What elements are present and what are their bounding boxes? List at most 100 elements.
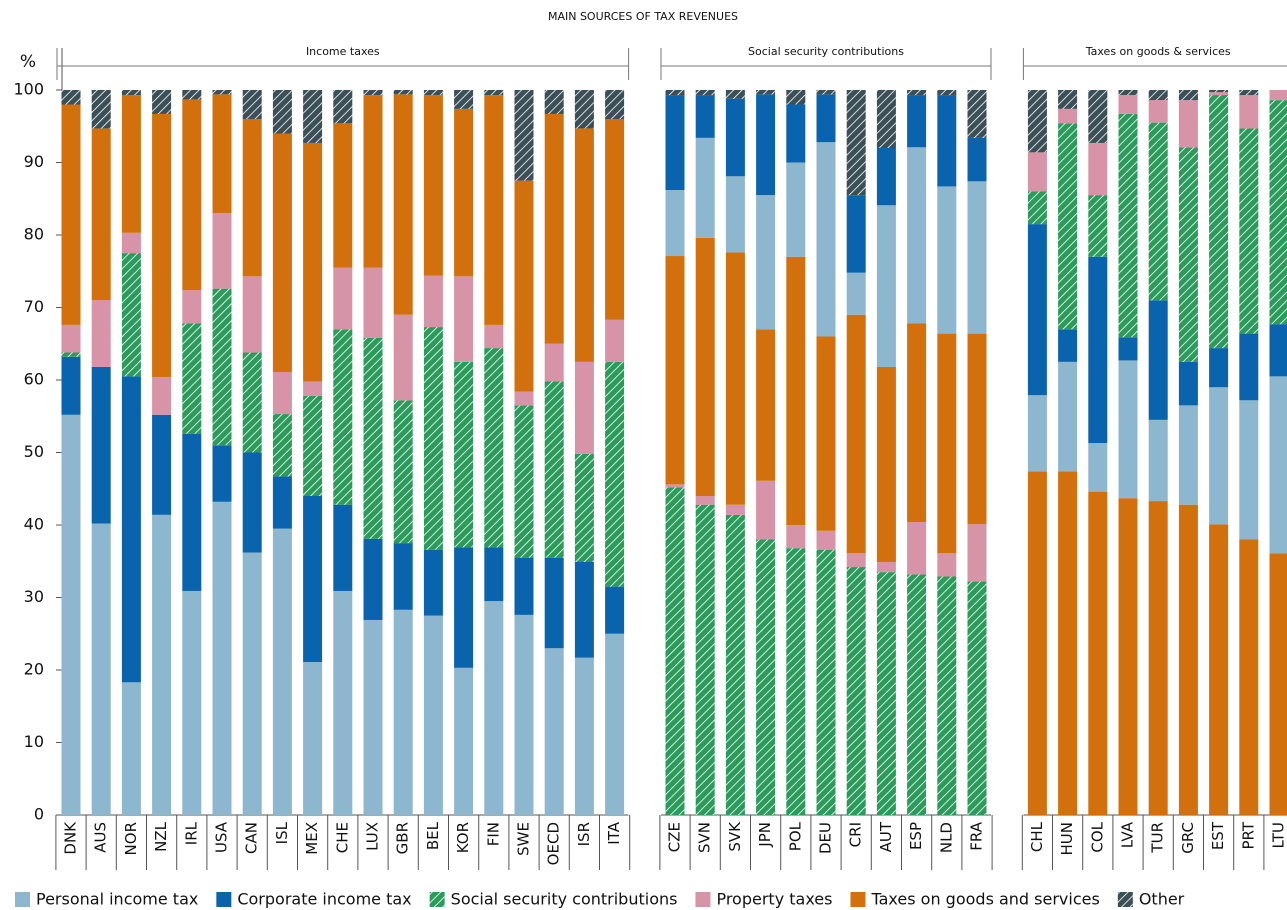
bar-segment bbox=[605, 119, 625, 320]
bar-segment bbox=[484, 601, 504, 815]
bar-segment bbox=[333, 329, 353, 505]
bar-segment bbox=[1209, 92, 1229, 96]
bar-segment bbox=[242, 276, 262, 353]
bar-segment bbox=[695, 496, 715, 505]
bar-segment bbox=[937, 186, 957, 334]
bar-segment bbox=[454, 90, 474, 109]
chart-title: MAIN SOURCES OF TAX REVENUES bbox=[548, 10, 738, 23]
bar-segment bbox=[1058, 361, 1078, 472]
y-tick-label: 70 bbox=[24, 297, 44, 316]
bar-segment bbox=[907, 323, 927, 523]
x-tick-label: BEL bbox=[424, 821, 442, 850]
bar-segment bbox=[967, 137, 987, 182]
bar-segment bbox=[1027, 395, 1047, 472]
legend-label: Property taxes bbox=[716, 890, 832, 909]
bar-segment bbox=[967, 581, 987, 815]
bar-segment bbox=[272, 90, 292, 134]
bar-segment bbox=[242, 352, 262, 453]
x-tick-label: LTU bbox=[1270, 822, 1287, 848]
x-tick-label: CRI bbox=[847, 822, 865, 847]
bar-segment bbox=[1027, 471, 1047, 815]
x-tick-label: LVA bbox=[1119, 821, 1137, 848]
bar-segment bbox=[1088, 491, 1108, 815]
bar-segment bbox=[423, 90, 443, 96]
x-tick-label: HUN bbox=[1058, 822, 1076, 855]
bar-segment bbox=[937, 333, 957, 554]
bar-segment bbox=[725, 176, 745, 253]
bar-segment bbox=[514, 614, 534, 815]
x-tick-label: ISL bbox=[273, 821, 291, 844]
bar-segment bbox=[876, 366, 896, 562]
x-tick-label: ISR bbox=[575, 822, 593, 846]
bar-segment bbox=[242, 552, 262, 815]
bar-segment bbox=[876, 572, 896, 815]
bar-segment bbox=[695, 237, 715, 496]
bar-segment bbox=[695, 137, 715, 238]
bar-segment bbox=[846, 272, 866, 315]
bar-segment bbox=[152, 90, 172, 114]
bar-segment bbox=[756, 539, 776, 815]
bar-segment bbox=[363, 538, 383, 620]
bar-segment bbox=[454, 276, 474, 362]
bar-segment bbox=[1209, 95, 1229, 349]
bar-segment bbox=[574, 453, 594, 562]
bar-segment bbox=[423, 95, 443, 276]
bar-segment bbox=[121, 95, 141, 233]
bar-segment bbox=[152, 113, 172, 378]
bar-segment bbox=[1148, 501, 1168, 815]
bar-segment bbox=[967, 524, 987, 582]
bar-segment bbox=[1058, 108, 1078, 124]
bar-segment bbox=[212, 288, 232, 446]
bar-segment bbox=[454, 547, 474, 668]
bar-segment bbox=[61, 356, 81, 415]
bar-segment bbox=[333, 590, 353, 815]
bar-segment bbox=[393, 543, 413, 610]
bar-segment bbox=[484, 324, 504, 349]
bar-segment bbox=[1209, 524, 1229, 815]
bar-segment bbox=[725, 98, 745, 177]
bar-segment bbox=[605, 586, 625, 634]
x-tick-label: JPN bbox=[756, 822, 774, 848]
bar-segment bbox=[91, 523, 111, 815]
bar-segment bbox=[876, 561, 896, 573]
bar-segment bbox=[454, 361, 474, 548]
bar-segment bbox=[1148, 419, 1168, 502]
bar-segment bbox=[303, 90, 323, 143]
bar-segment bbox=[333, 90, 353, 124]
x-tick-label: DNK bbox=[62, 821, 80, 855]
x-tick-label: CHL bbox=[1028, 821, 1046, 852]
bar-segment bbox=[1118, 90, 1138, 96]
bar-segment bbox=[393, 90, 413, 95]
bar-segment bbox=[1088, 256, 1108, 444]
legend-label: Other bbox=[1139, 890, 1185, 909]
bar-segment bbox=[393, 400, 413, 544]
x-tick-label: EST bbox=[1209, 821, 1227, 850]
bar-segment bbox=[363, 619, 383, 815]
x-tick-label: NLD bbox=[937, 822, 955, 853]
bar-segment bbox=[846, 553, 866, 568]
bar-segment bbox=[303, 496, 323, 663]
bar-segment bbox=[1118, 95, 1138, 114]
bar-segment bbox=[61, 414, 81, 815]
bar-segment bbox=[1027, 152, 1047, 192]
bar-segment bbox=[786, 525, 806, 549]
bar-segment bbox=[212, 90, 232, 95]
bar-segment bbox=[1209, 90, 1229, 93]
bar-segment bbox=[303, 381, 323, 396]
bar-segment bbox=[574, 128, 594, 362]
x-tick-label: GRC bbox=[1179, 822, 1197, 854]
bar-segment bbox=[574, 90, 594, 129]
bar-segment bbox=[846, 195, 866, 273]
bar-segment bbox=[182, 290, 202, 324]
x-tick-label: CHE bbox=[333, 822, 351, 853]
y-tick-label: 40 bbox=[24, 515, 44, 534]
bar-segment bbox=[212, 501, 232, 815]
bar-segment bbox=[61, 104, 81, 325]
bar-segment bbox=[212, 94, 232, 214]
bar-segment bbox=[876, 148, 896, 206]
x-tick-label: GBR bbox=[394, 822, 412, 854]
bar-segment bbox=[91, 90, 111, 129]
bar-segment bbox=[514, 557, 534, 615]
bar-segment bbox=[242, 90, 262, 119]
bar-segment bbox=[1239, 400, 1259, 540]
